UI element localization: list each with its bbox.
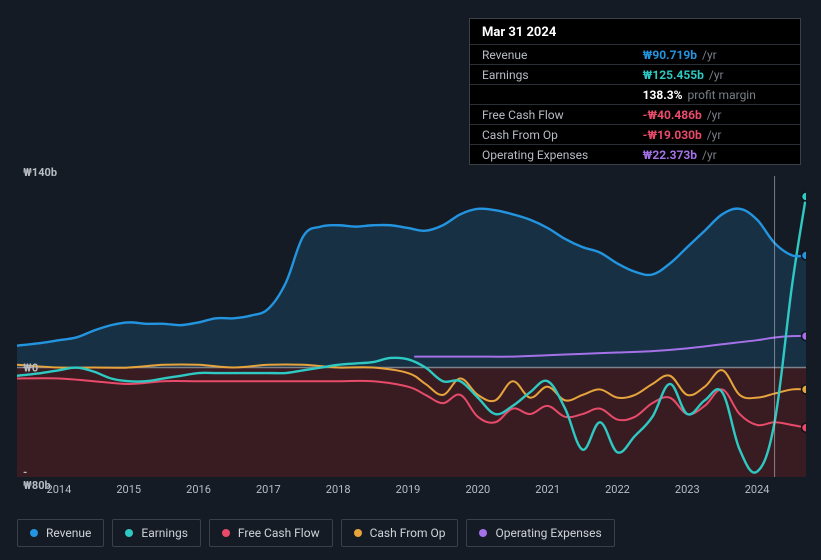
x-tick-label: 2019 <box>396 483 421 496</box>
tooltip-table: Revenue₩90.719b /yrEarnings₩125.455b /yr… <box>470 44 800 164</box>
x-tick-label: 2023 <box>675 483 700 496</box>
earnings-revenue-chart[interactable] <box>17 176 806 477</box>
x-tick-label: 2022 <box>605 483 630 496</box>
tooltip-date: Mar 31 2024 <box>470 19 800 44</box>
x-tick-label: 2015 <box>116 483 141 496</box>
legend-label: Revenue <box>46 526 91 540</box>
tooltip-metric-label: Revenue <box>470 45 631 65</box>
tooltip-metric-value: ₩90.719b /yr <box>631 45 800 65</box>
legend-toggle-earnings[interactable]: Earnings <box>112 519 201 547</box>
x-tick-label: 2016 <box>186 483 211 496</box>
x-tick-label: 2014 <box>47 483 72 496</box>
x-tick-label: 2018 <box>326 483 351 496</box>
tooltip-metric-label: Free Cash Flow <box>470 105 631 125</box>
legend-dot-icon <box>354 529 362 537</box>
legend-label: Earnings <box>141 526 188 540</box>
tooltip-metric-value: ₩125.455b /yr <box>631 65 800 85</box>
legend-dot-icon <box>479 529 487 537</box>
legend-toggle-revenue[interactable]: Revenue <box>17 519 104 547</box>
legend-dot-icon <box>30 529 38 537</box>
tooltip-metric-value: ₩22.373b /yr <box>631 145 800 165</box>
tooltip-metric-label: Earnings <box>470 65 631 85</box>
legend-label: Cash From Op <box>370 526 446 540</box>
legend-toggle-cfo[interactable]: Cash From Op <box>341 519 459 547</box>
y-tick-label: ₩0 <box>23 361 38 374</box>
tooltip-metric-value: -₩19.030b /yr <box>631 125 800 145</box>
legend-dot-icon <box>125 529 133 537</box>
chart-legend: Revenue Earnings Free Cash Flow Cash From O… <box>17 519 615 547</box>
legend-label: Free Cash Flow <box>238 526 320 540</box>
x-tick-label: 2021 <box>535 483 560 496</box>
y-tick-label: ₩140b <box>23 166 57 179</box>
legend-toggle-fcf[interactable]: Free Cash Flow <box>209 519 333 547</box>
tooltip-metric-value: -₩40.486b /yr <box>631 105 800 125</box>
x-tick-label: 2020 <box>465 483 490 496</box>
chart-plot-area[interactable] <box>17 176 806 477</box>
x-tick-label: 2024 <box>745 483 770 496</box>
tooltip-metric-value: 138.3% profit margin <box>631 85 800 105</box>
chart-tooltip: Mar 31 2024 Revenue₩90.719b /yrEarnings₩… <box>469 18 801 165</box>
legend-dot-icon <box>222 529 230 537</box>
legend-label: Operating Expenses <box>495 526 601 540</box>
tooltip-metric-label <box>470 85 631 105</box>
legend-toggle-opex[interactable]: Operating Expenses <box>466 519 614 547</box>
x-tick-label: 2017 <box>256 483 281 496</box>
tooltip-metric-label: Operating Expenses <box>470 145 631 165</box>
tooltip-metric-label: Cash From Op <box>470 125 631 145</box>
